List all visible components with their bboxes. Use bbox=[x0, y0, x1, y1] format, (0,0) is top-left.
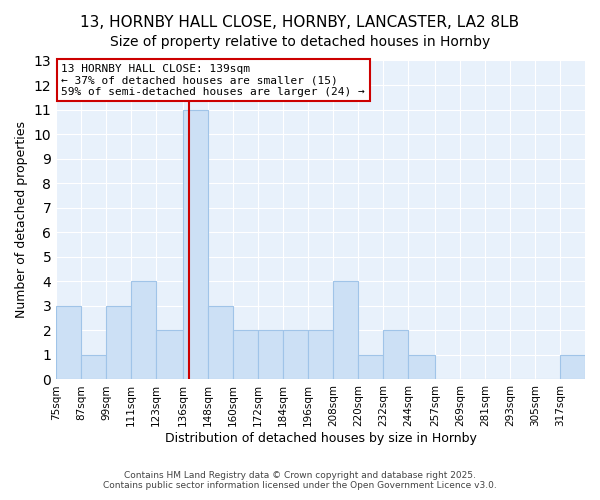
Bar bbox=[131, 282, 156, 380]
Bar bbox=[408, 355, 435, 380]
Bar bbox=[308, 330, 333, 380]
Bar bbox=[383, 330, 408, 380]
Bar bbox=[81, 355, 106, 380]
Bar bbox=[156, 330, 183, 380]
Text: 13 HORNBY HALL CLOSE: 139sqm
← 37% of detached houses are smaller (15)
59% of se: 13 HORNBY HALL CLOSE: 139sqm ← 37% of de… bbox=[61, 64, 365, 97]
Y-axis label: Number of detached properties: Number of detached properties bbox=[15, 122, 28, 318]
Bar bbox=[333, 282, 358, 380]
Bar bbox=[560, 355, 585, 380]
Bar bbox=[208, 306, 233, 380]
Text: Contains HM Land Registry data © Crown copyright and database right 2025.
Contai: Contains HM Land Registry data © Crown c… bbox=[103, 470, 497, 490]
Text: 13, HORNBY HALL CLOSE, HORNBY, LANCASTER, LA2 8LB: 13, HORNBY HALL CLOSE, HORNBY, LANCASTER… bbox=[80, 15, 520, 30]
X-axis label: Distribution of detached houses by size in Hornby: Distribution of detached houses by size … bbox=[164, 432, 476, 445]
Bar bbox=[56, 306, 81, 380]
Bar bbox=[106, 306, 131, 380]
Bar bbox=[358, 355, 383, 380]
Bar bbox=[283, 330, 308, 380]
Bar bbox=[258, 330, 283, 380]
Text: Size of property relative to detached houses in Hornby: Size of property relative to detached ho… bbox=[110, 35, 490, 49]
Bar bbox=[183, 110, 208, 380]
Bar bbox=[233, 330, 258, 380]
